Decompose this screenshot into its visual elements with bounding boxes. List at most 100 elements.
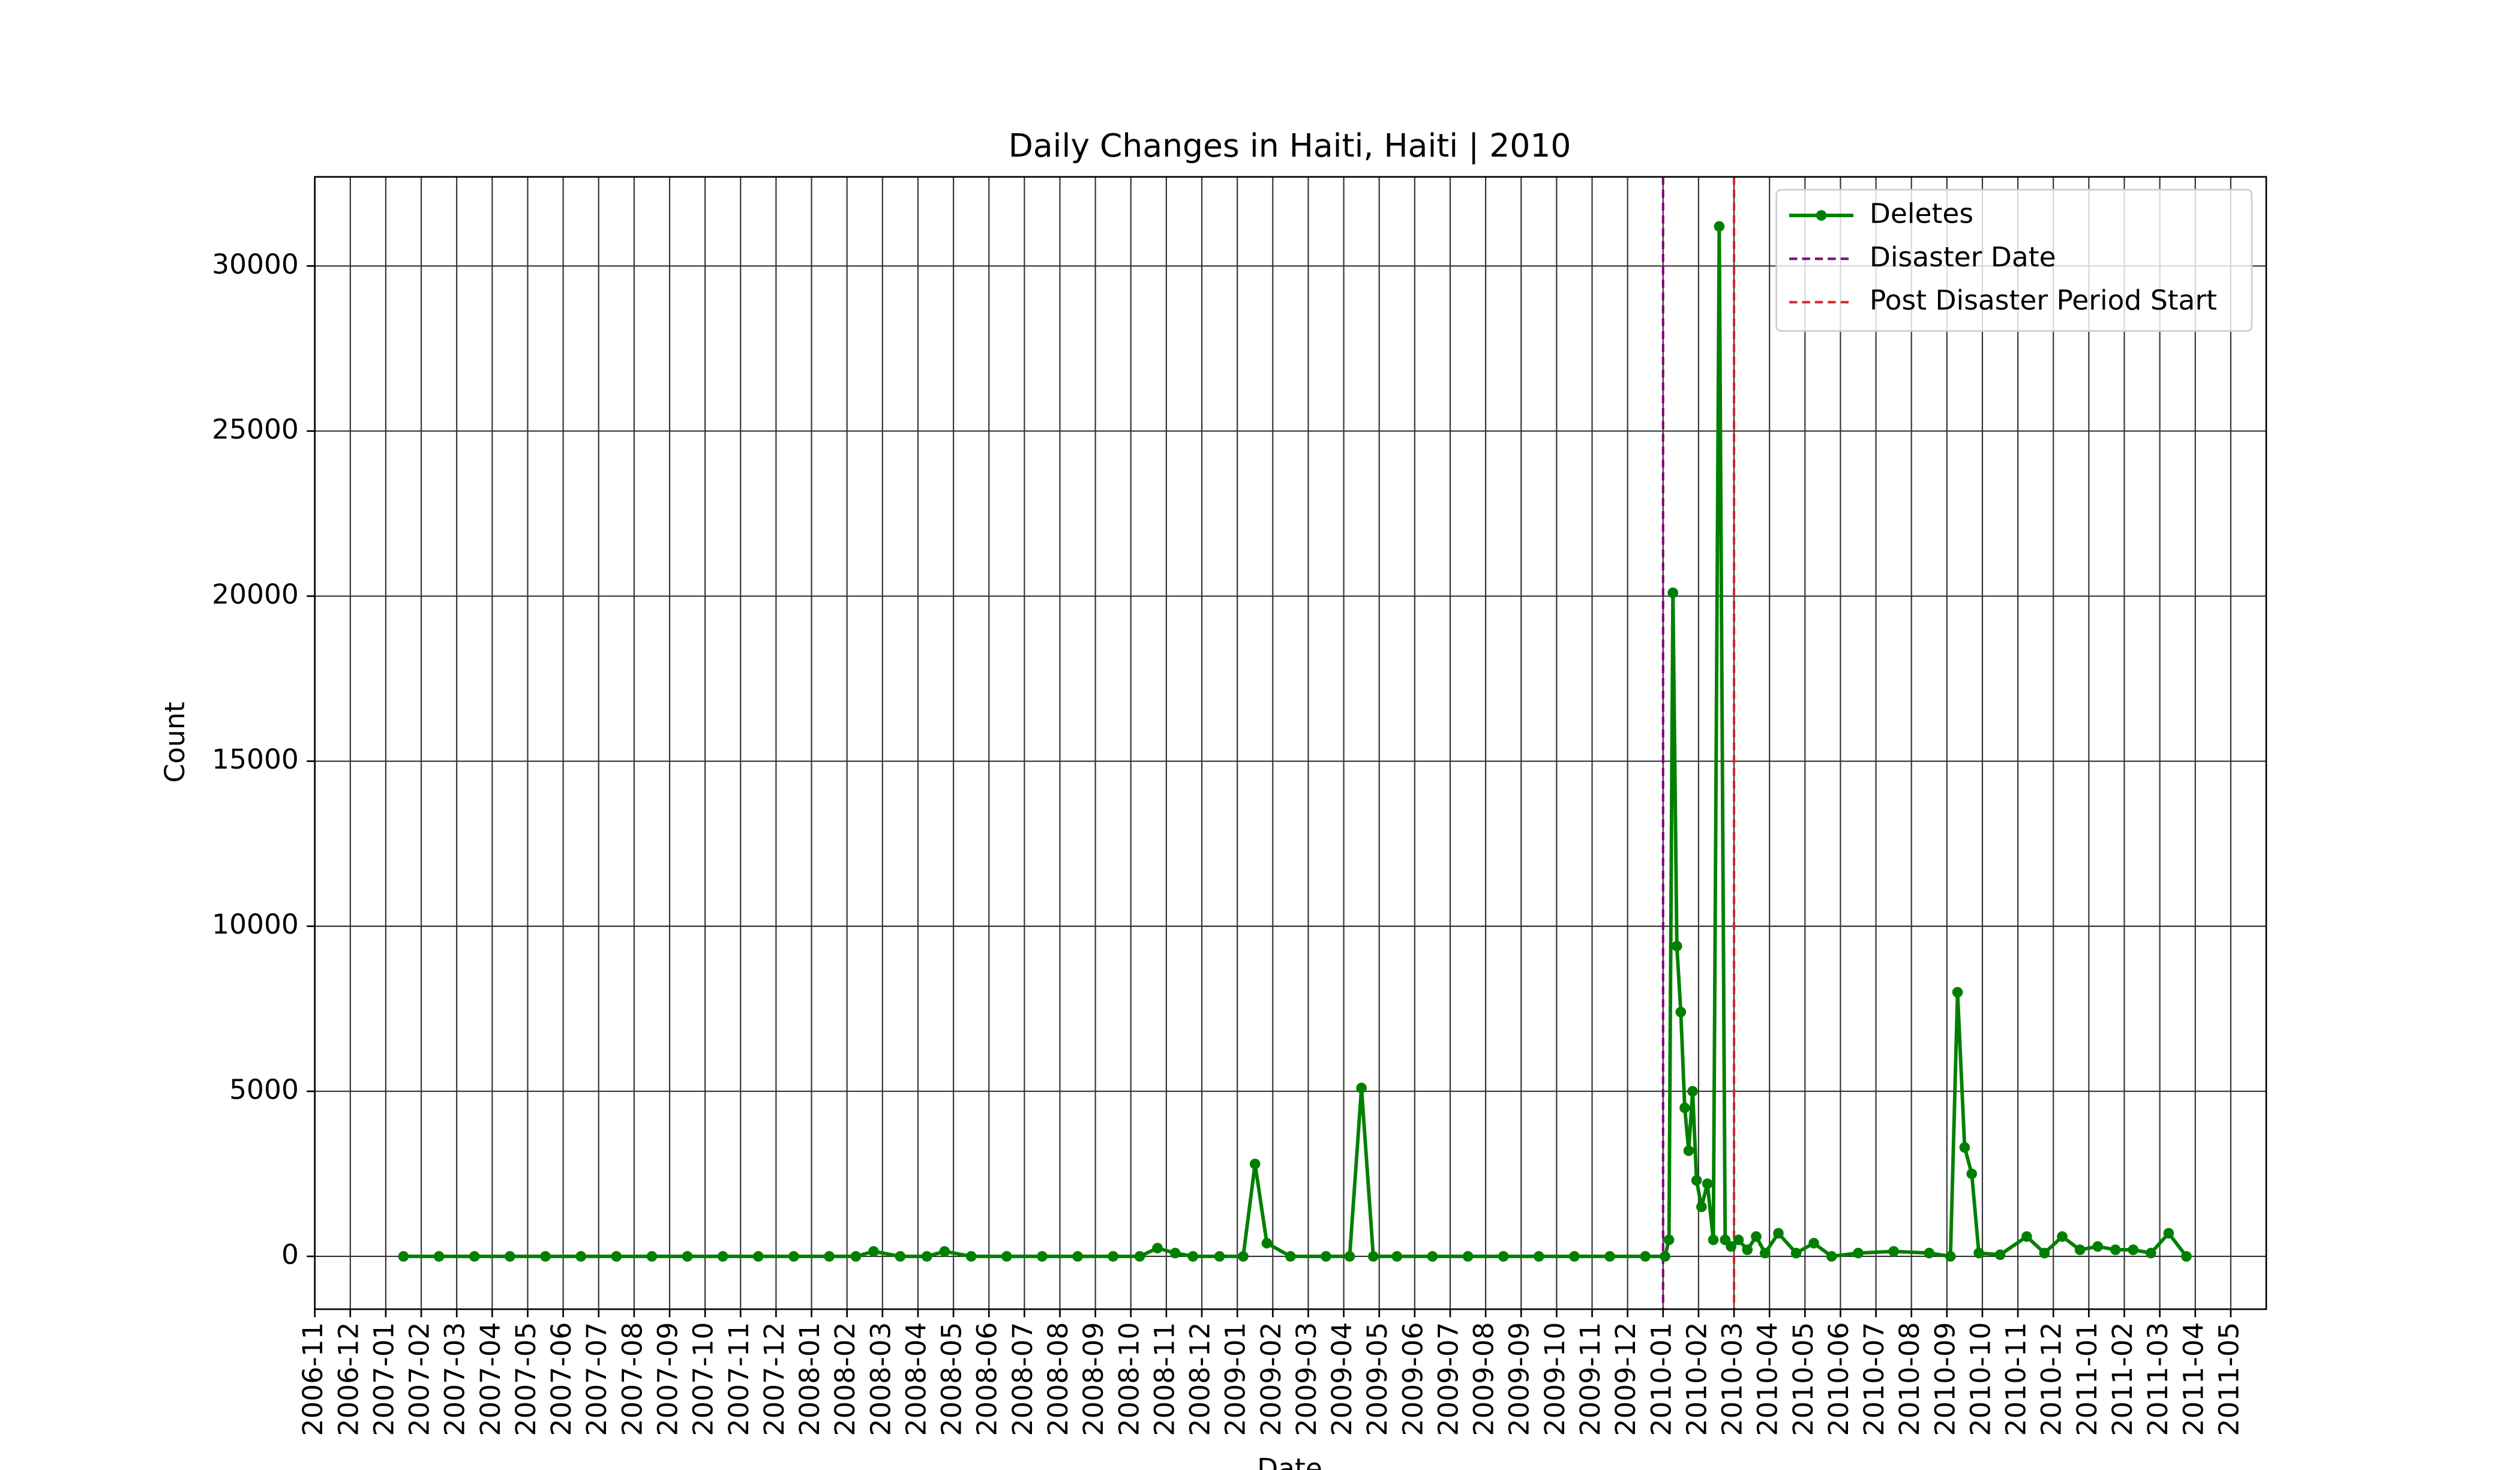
legend-label: Deletes: [1870, 198, 1973, 230]
x-tick-label: 2008-10: [1113, 1322, 1145, 1436]
data-point: [2074, 1244, 2086, 1255]
x-tick-label: 2011-01: [2071, 1322, 2103, 1436]
x-tick-label: 2007-11: [723, 1322, 755, 1436]
data-point: [1001, 1251, 1012, 1262]
legend: Deletes Disaster Date Post Disaster Period…: [1775, 188, 2253, 332]
data-point: [1238, 1251, 1249, 1262]
x-tick-label: 2009-12: [1610, 1322, 1642, 1436]
x-tick-label: 2008-07: [1007, 1322, 1039, 1436]
data-point: [1759, 1247, 1771, 1259]
data-point: [939, 1246, 950, 1257]
data-point: [1037, 1251, 1048, 1262]
x-tick-label: 2007-10: [688, 1322, 719, 1436]
data-point: [2110, 1244, 2121, 1255]
data-point: [1790, 1247, 1802, 1259]
data-point: [895, 1251, 906, 1262]
data-point: [788, 1251, 799, 1262]
data-point: [1687, 1086, 1698, 1097]
chart-title: Daily Changes in Haiti, Haiti | 2010: [1009, 127, 1571, 164]
data-point: [1994, 1249, 2006, 1261]
x-tick-label: 2010-12: [2036, 1322, 2068, 1436]
data-point: [1702, 1178, 1713, 1189]
x-tick-label: 2009-09: [1504, 1322, 1535, 1436]
x-tick-label: 2010-06: [1823, 1322, 1855, 1436]
x-tick-label: 2007-02: [404, 1322, 436, 1436]
data-point: [1321, 1251, 1331, 1262]
data-point: [398, 1251, 409, 1262]
x-tick-label: 2007-09: [652, 1322, 684, 1436]
data-point: [1952, 986, 1963, 998]
data-point: [1726, 1241, 1736, 1252]
data-point: [1696, 1201, 1707, 1213]
data-point: [717, 1251, 728, 1262]
plot-frame: [314, 176, 2267, 1310]
x-tick-label: 2009-03: [1291, 1322, 1322, 1436]
x-tick-label: 2007-03: [439, 1322, 471, 1436]
y-axis-label: Count: [159, 701, 191, 782]
data-point: [1773, 1228, 1784, 1239]
data-point: [1640, 1251, 1651, 1262]
x-tick-label: 2009-11: [1574, 1322, 1606, 1436]
data-point: [1134, 1251, 1145, 1262]
data-point: [682, 1251, 693, 1262]
legend-marker: [1816, 210, 1827, 221]
data-point: [1959, 1142, 1970, 1153]
data-point: [1966, 1168, 1978, 1180]
data-point: [1924, 1247, 1935, 1259]
y-tick-label: 0: [281, 1238, 299, 1270]
y-tick-label: 25000: [212, 413, 299, 445]
data-point: [1533, 1251, 1544, 1262]
x-tick-label: 2010-04: [1752, 1322, 1784, 1436]
data-point: [433, 1251, 445, 1262]
x-tick-label: 2008-06: [971, 1322, 1003, 1436]
data-point: [1751, 1231, 1762, 1242]
x-tick-label: 2010-08: [1894, 1322, 1925, 1436]
data-point: [868, 1246, 879, 1257]
data-point: [2039, 1247, 2050, 1259]
x-tick-label: 2008-08: [1042, 1322, 1074, 1436]
x-tick-label: 2011-02: [2107, 1322, 2138, 1436]
data-point: [1427, 1251, 1438, 1262]
data-point: [1569, 1251, 1580, 1262]
data-point: [1679, 1102, 1690, 1114]
x-tick-label: 2009-07: [1432, 1322, 1464, 1436]
data-point: [1072, 1251, 1083, 1262]
x-tick-label: 2009-08: [1468, 1322, 1500, 1436]
data-point: [1214, 1251, 1225, 1262]
x-tick-label: 2007-05: [510, 1322, 542, 1436]
y-tick-label: 30000: [212, 248, 299, 280]
data-point: [1462, 1251, 1474, 1262]
x-tick-label: 2007-06: [545, 1322, 577, 1436]
data-point: [540, 1251, 551, 1262]
x-tick-label: 2008-11: [1148, 1322, 1180, 1436]
data-point: [1660, 1251, 1670, 1262]
x-tick-label: 2008-03: [865, 1322, 896, 1436]
data-point: [1683, 1145, 1694, 1156]
data-point: [1973, 1247, 1984, 1259]
data-point: [1356, 1082, 1367, 1094]
x-tick-label: 2009-01: [1220, 1322, 1252, 1436]
x-tick-label: 2010-01: [1645, 1322, 1677, 1436]
data-point: [1152, 1243, 1163, 1254]
legend-label: Post Disaster Period Start: [1870, 284, 2217, 316]
data-point: [1733, 1234, 1744, 1246]
data-point: [2128, 1244, 2139, 1255]
x-tick-label: 2009-10: [1539, 1322, 1571, 1436]
data-point: [1108, 1251, 1119, 1262]
x-tick-label: 2011-03: [2142, 1322, 2174, 1436]
data-point: [1708, 1234, 1719, 1246]
data-point: [1169, 1247, 1181, 1259]
data-point: [2092, 1241, 2104, 1252]
data-point: [1675, 1006, 1687, 1018]
x-tick-label: 2010-09: [1929, 1322, 1961, 1436]
x-tick-label: 2010-10: [1964, 1322, 1996, 1436]
x-tick-label: 2010-02: [1681, 1322, 1712, 1436]
x-tick-label: 2010-07: [1858, 1322, 1890, 1436]
data-point: [1826, 1251, 1837, 1262]
x-tick-label: 2009-06: [1397, 1322, 1429, 1436]
x-tick-label: 2006-11: [297, 1322, 329, 1436]
data-point: [1691, 1175, 1702, 1186]
data-point: [1498, 1251, 1509, 1262]
x-tick-label: 2009-02: [1255, 1322, 1287, 1436]
